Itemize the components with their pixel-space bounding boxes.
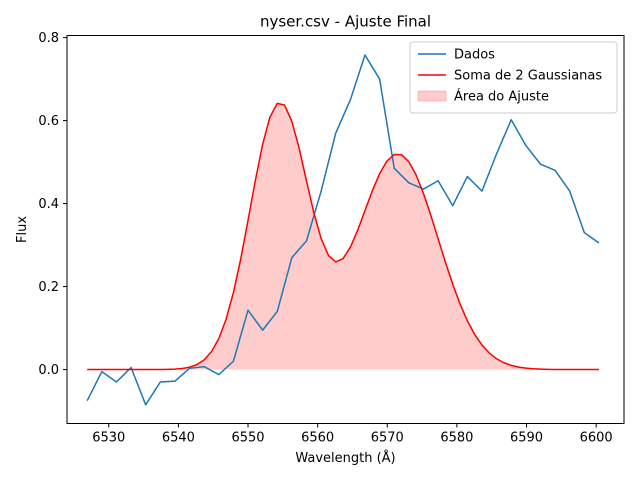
plot-area (86, 54, 600, 406)
x-tick-label: 6570 (371, 431, 404, 446)
legend-label: Soma de 2 Gaussianas (454, 69, 602, 84)
legend-label: Área do Ajuste (454, 89, 549, 105)
y-axis-label: Flux (15, 216, 30, 243)
y-axis: 0.0 0.2 0.4 0.6 0.8 (38, 31, 67, 378)
legend-label: Dados (454, 48, 495, 63)
x-tick-label: 6600 (580, 431, 613, 446)
chart-title: nyser.csv - Ajuste Final (260, 13, 431, 31)
y-tick-label: 0.2 (38, 280, 59, 295)
x-axis-label: Wavelength (Å) (295, 450, 395, 466)
series-fit-line (87, 102, 599, 371)
x-tick-label: 6540 (162, 431, 195, 446)
fit-area (87, 103, 599, 370)
x-axis: 6530 6540 6550 6560 6570 6580 6590 6600 (92, 423, 613, 446)
x-tick-label: 6590 (510, 431, 543, 446)
x-tick-label: 6560 (301, 431, 334, 446)
x-tick-label: 6580 (440, 431, 473, 446)
series-dados-line (86, 54, 600, 406)
legend-swatch-area (417, 90, 447, 102)
legend: Dados Soma de 2 Gaussianas Área do Ajuste (409, 41, 618, 114)
legend-box (409, 41, 618, 114)
y-tick-label: 0.0 (38, 363, 59, 378)
x-tick-label: 6530 (92, 431, 125, 446)
y-tick-label: 0.8 (38, 31, 59, 46)
y-tick-label: 0.6 (38, 114, 59, 129)
x-tick-label: 6550 (231, 431, 264, 446)
y-tick-label: 0.4 (38, 197, 59, 212)
axes-frame (66, 35, 625, 424)
